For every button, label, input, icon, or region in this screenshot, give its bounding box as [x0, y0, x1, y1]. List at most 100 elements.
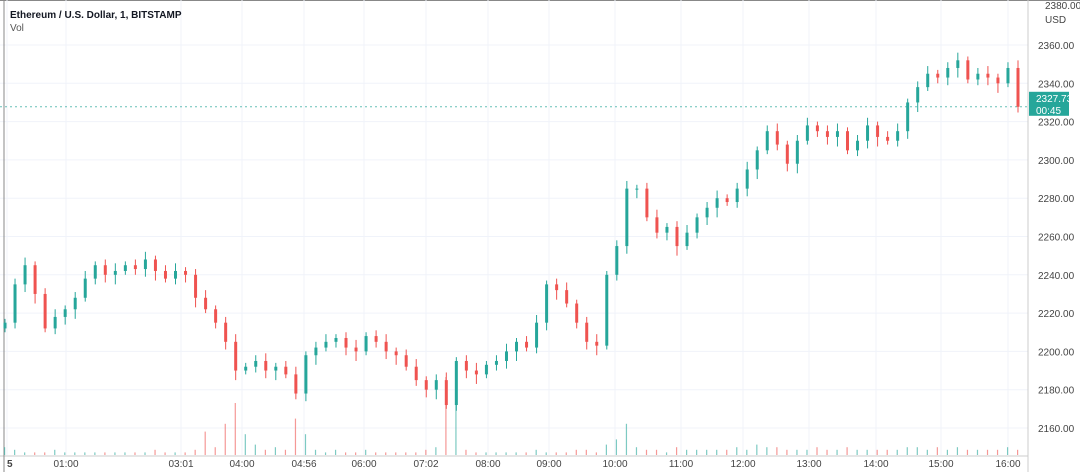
- volume-bar: [84, 452, 86, 455]
- volume-bar: [615, 439, 618, 455]
- candle-body: [103, 265, 107, 275]
- candle-body: [424, 380, 428, 390]
- y-tick-label: 2260.00: [1038, 233, 1075, 244]
- volume-bar: [866, 449, 868, 455]
- x-tick-label: 08:00: [475, 459, 500, 470]
- volume-bar: [565, 452, 567, 455]
- volume-bar: [545, 452, 547, 455]
- x-tick-label: 15:00: [928, 459, 953, 470]
- x-tick-label: 09:00: [536, 459, 561, 470]
- volume-bar: [505, 452, 507, 455]
- volume-bar: [395, 452, 397, 455]
- candle-body: [575, 303, 579, 323]
- last-price-badge: [1029, 91, 1069, 116]
- volume-bar: [164, 452, 166, 455]
- candle-body: [775, 131, 779, 145]
- candle-body: [143, 259, 147, 270]
- volume-bar: [435, 447, 437, 455]
- volume-bar: [475, 452, 477, 455]
- volume-bar: [184, 452, 186, 455]
- candle-body: [615, 246, 619, 275]
- candle-body: [444, 380, 448, 406]
- candle-body: [364, 336, 368, 352]
- candle-body: [835, 131, 839, 137]
- candle-body: [886, 136, 890, 141]
- volume-bar: [686, 449, 688, 455]
- candle-body: [404, 355, 408, 367]
- volume-bar: [595, 452, 597, 455]
- volume-bar: [214, 447, 216, 455]
- volume-bar: [966, 449, 969, 455]
- volume-bar: [996, 449, 999, 455]
- candle-body: [795, 140, 799, 164]
- candle-body: [43, 293, 47, 329]
- candle-body: [515, 341, 519, 352]
- volume-bar: [716, 449, 718, 455]
- candle-body: [454, 360, 458, 406]
- y-tick-label: 2240.00: [1038, 271, 1075, 282]
- candle-body: [545, 284, 549, 323]
- volume-bar: [365, 449, 367, 455]
- volume-bar: [495, 452, 497, 455]
- volume-bar: [345, 452, 347, 455]
- x-tick-label: 12:00: [730, 459, 755, 470]
- candle-body: [153, 259, 157, 271]
- candle-body: [565, 290, 569, 304]
- volume-bar: [876, 449, 878, 455]
- chart-legend: Ethereum / U.S. Dollar, 1, BITSTAMP Vol: [10, 10, 182, 34]
- volume-bar: [986, 449, 989, 455]
- volume-bar: [766, 447, 768, 455]
- volume-bar: [54, 449, 56, 455]
- volume-bar: [294, 418, 297, 455]
- volume-bar: [104, 452, 106, 455]
- candle-body: [815, 125, 819, 132]
- candle-body: [174, 270, 178, 279]
- x-tick-label: 5: [7, 459, 13, 470]
- candle-body: [735, 188, 739, 203]
- x-tick-label: 03:01: [168, 459, 193, 470]
- volume-bar: [244, 434, 246, 455]
- candle-body: [956, 60, 960, 68]
- volume-bar: [896, 449, 898, 455]
- candle-body: [184, 270, 188, 275]
- candle-body: [1006, 67, 1010, 84]
- volume-bar: [144, 452, 146, 455]
- candle-body: [314, 347, 318, 356]
- volume-bar: [114, 452, 116, 455]
- y-tick-label: 2180.00: [1038, 386, 1075, 397]
- candle-body: [805, 125, 809, 141]
- volume-bar: [264, 449, 266, 455]
- candle-body: [23, 265, 27, 285]
- volume-bar: [4, 447, 6, 455]
- volume-bar: [14, 449, 16, 455]
- y-tick-label: 2320.00: [1038, 118, 1075, 129]
- volume-bar: [375, 452, 377, 455]
- volume-bar: [746, 449, 748, 455]
- volume-bar: [204, 431, 206, 455]
- candle-body: [785, 144, 789, 164]
- volume-bar: [274, 447, 277, 455]
- candle-body: [464, 360, 468, 371]
- candle-body: [715, 198, 719, 208]
- volume-bar: [134, 452, 136, 455]
- volume-bar: [254, 444, 256, 455]
- volume-bar: [174, 452, 176, 455]
- candle-body: [926, 73, 930, 88]
- volume-bar: [405, 452, 407, 455]
- candle-body: [284, 366, 288, 375]
- x-tick-label: 16:00: [995, 459, 1020, 470]
- volume-bar: [665, 452, 668, 455]
- candle-body: [936, 73, 940, 78]
- candle-body: [986, 73, 990, 78]
- candle-body: [525, 341, 529, 348]
- y-tick-label: 2220.00: [1038, 309, 1075, 320]
- volume-bar: [334, 449, 337, 455]
- volume-bar: [555, 452, 557, 455]
- volume-bar: [324, 452, 327, 455]
- x-tick-label: 13:00: [796, 459, 821, 470]
- candle-body: [625, 188, 629, 247]
- candle-body: [695, 217, 699, 233]
- candle-body: [966, 60, 970, 80]
